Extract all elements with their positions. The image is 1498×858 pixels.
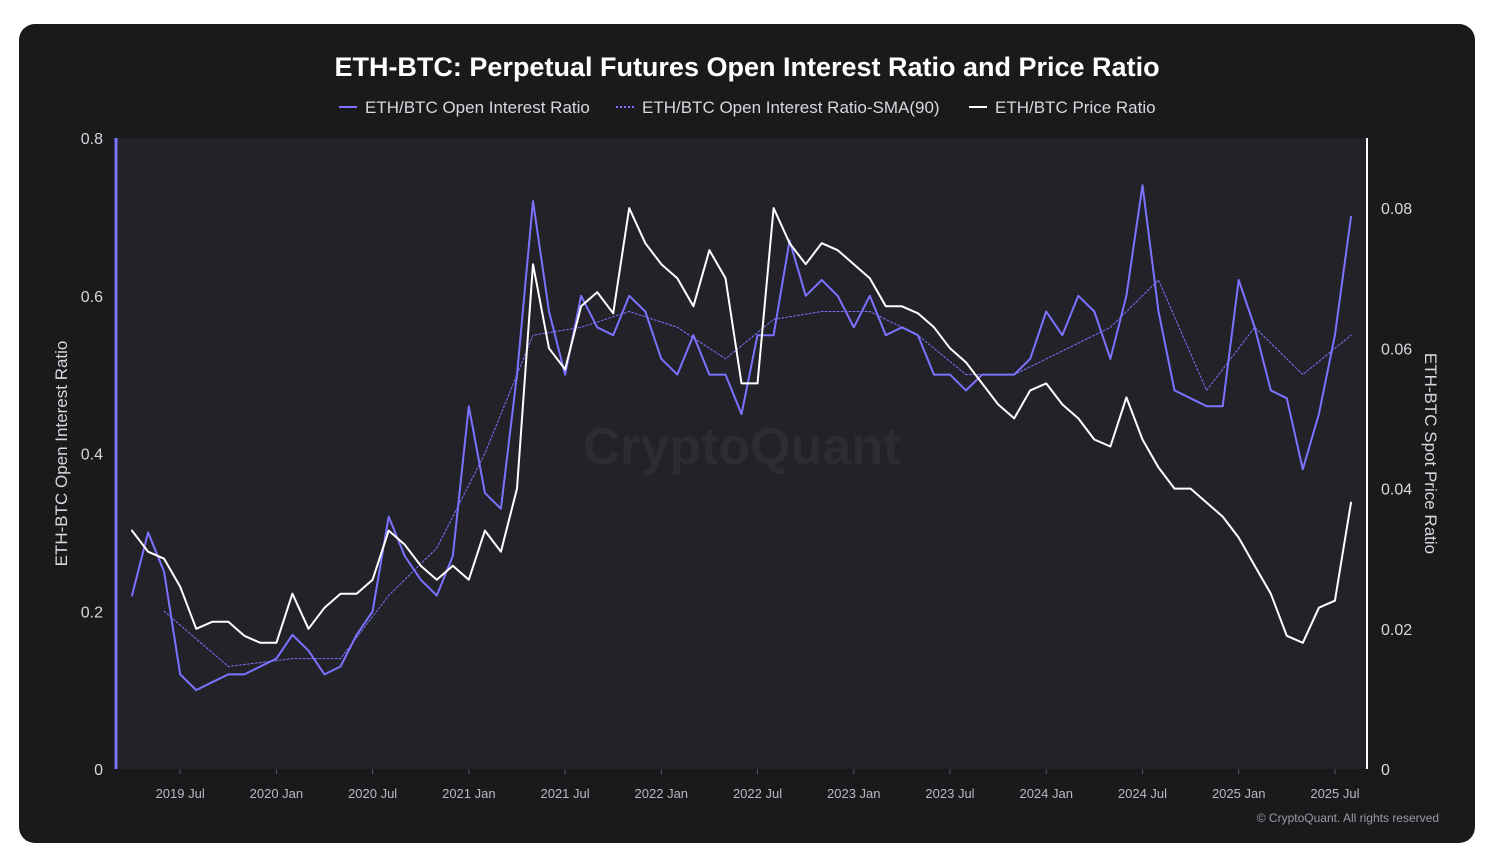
chart-title: ETH-BTC: Perpetual Futures Open Interest… xyxy=(334,52,1159,82)
chart-svg: CryptoQuant ETH-BTC: Perpetual Futures O… xyxy=(52,52,1440,825)
y-tick-right: 0.02 xyxy=(1381,622,1412,639)
y-axis-left-label: ETH-BTC Open Interest Ratio xyxy=(52,341,71,567)
y-tick-right: 0.04 xyxy=(1381,482,1412,499)
x-tick-label: 2020 Jan xyxy=(250,786,304,801)
y-tick-left: 0.6 xyxy=(81,289,103,306)
y-tick-right: 0.08 xyxy=(1381,201,1412,218)
watermark: CryptoQuant xyxy=(583,418,901,476)
x-tick-label: 2024 Jul xyxy=(1118,786,1167,801)
y-tick-left: 0.2 xyxy=(81,604,103,621)
x-tick-label: 2022 Jul xyxy=(733,786,782,801)
chart-card: CryptoQuant ETH-BTC: Perpetual Futures O… xyxy=(19,24,1475,843)
y-tick-left: 0.8 xyxy=(81,131,103,148)
x-tick-label: 2021 Jul xyxy=(540,786,589,801)
x-tick-label: 2024 Jan xyxy=(1019,786,1073,801)
x-tick-label: 2023 Jan xyxy=(827,786,881,801)
y-tick-right: 0.06 xyxy=(1381,341,1412,358)
legend-label-1[interactable]: ETH/BTC Open Interest Ratio-SMA(90) xyxy=(642,98,940,117)
legend: ETH/BTC Open Interest Ratio ETH/BTC Open … xyxy=(339,98,1156,117)
y-tick-left: 0 xyxy=(94,762,103,779)
plot-area xyxy=(116,138,1367,769)
y-tick-left: 0.4 xyxy=(81,447,103,464)
axes: 0 0.2 0.4 0.6 0.8 0 0.02 0.04 0.06 0.08 2019 Jul 20… xyxy=(81,131,1412,801)
x-tick-label: 2020 Jul xyxy=(348,786,397,801)
legend-label-2[interactable]: ETH/BTC Price Ratio xyxy=(995,98,1156,117)
series-line-2 xyxy=(131,207,1352,644)
series-line-1 xyxy=(163,279,1352,667)
copyright-text: © CryptoQuant. All rights reserved xyxy=(1257,811,1439,825)
x-tick-label: 2023 Jul xyxy=(925,786,974,801)
x-tick-label: 2021 Jan xyxy=(442,786,496,801)
x-tick-label: 2022 Jan xyxy=(635,786,689,801)
x-tick-label: 2019 Jul xyxy=(156,786,205,801)
legend-label-0[interactable]: ETH/BTC Open Interest Ratio xyxy=(365,98,590,117)
series-group xyxy=(131,184,1352,692)
y-tick-right: 0 xyxy=(1381,762,1390,779)
y-axis-right-label: ETH-BTC Spot Price Ratio xyxy=(1421,353,1440,554)
x-tick-label: 2025 Jul xyxy=(1310,786,1359,801)
series-line-0 xyxy=(131,184,1352,692)
x-tick-label: 2025 Jan xyxy=(1212,786,1266,801)
